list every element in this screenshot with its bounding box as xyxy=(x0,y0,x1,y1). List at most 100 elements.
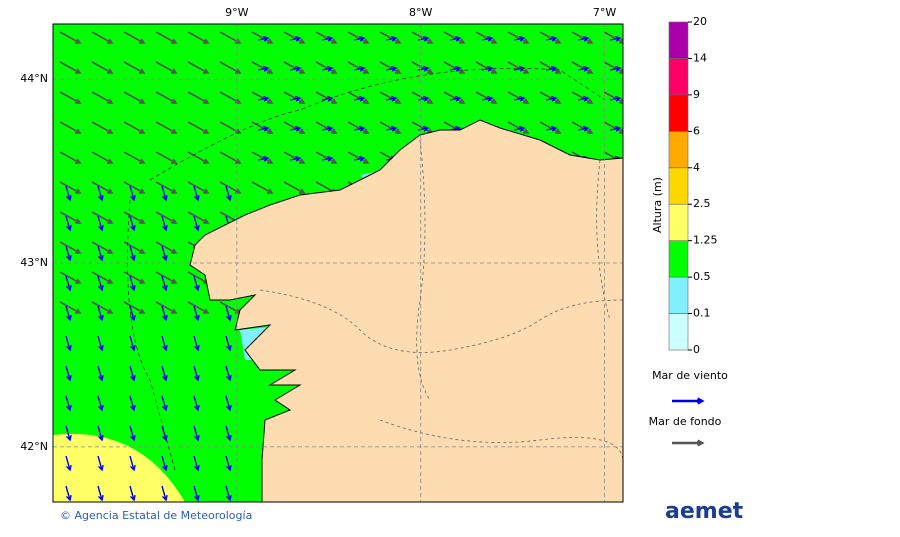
arrow xyxy=(577,125,590,132)
arrow xyxy=(417,125,430,132)
arrow xyxy=(225,185,232,202)
arrow xyxy=(251,91,274,104)
arrow xyxy=(193,395,200,412)
arrow xyxy=(539,91,562,104)
arrow xyxy=(379,31,402,44)
colorbar-bin xyxy=(668,94,689,132)
arrow xyxy=(321,35,334,42)
arrow xyxy=(59,151,82,164)
arrow xyxy=(315,31,338,44)
arrow xyxy=(257,35,270,42)
arrow xyxy=(193,485,200,502)
arrow xyxy=(65,455,72,472)
arrow xyxy=(129,275,136,292)
arrow xyxy=(91,151,114,164)
arrow xyxy=(193,365,200,382)
arrow xyxy=(507,91,530,104)
arrow xyxy=(161,305,168,322)
arrow xyxy=(97,185,104,202)
arrow xyxy=(129,485,136,502)
arrow xyxy=(123,61,146,74)
arrow xyxy=(417,35,430,42)
arrow xyxy=(289,125,302,132)
arrow xyxy=(225,485,232,502)
arrow xyxy=(155,211,178,224)
arrow xyxy=(321,125,334,132)
arrow xyxy=(353,125,366,132)
arrow xyxy=(161,455,168,472)
arrow xyxy=(603,31,623,44)
arrow xyxy=(283,31,306,44)
arrow xyxy=(59,61,82,74)
arrow xyxy=(603,61,623,74)
arrow xyxy=(65,245,72,262)
arrow xyxy=(65,485,72,502)
arrow xyxy=(507,121,530,134)
arrow xyxy=(59,91,82,104)
arrow xyxy=(545,95,558,102)
arrow xyxy=(161,365,168,382)
arrow xyxy=(321,155,334,162)
arrow xyxy=(155,61,178,74)
land xyxy=(189,119,623,502)
arrow xyxy=(123,211,146,224)
arrow xyxy=(609,65,622,72)
arrow xyxy=(672,439,705,447)
arrow xyxy=(411,91,434,104)
arrow xyxy=(443,31,466,44)
arrow xyxy=(545,65,558,72)
colorbar-bin xyxy=(668,167,689,205)
colorbar-label: 9 xyxy=(693,88,700,101)
arrow xyxy=(609,125,622,132)
arrow xyxy=(379,61,402,74)
arrow xyxy=(289,65,302,72)
lon-tick-label: 9°W xyxy=(225,6,248,19)
arrow xyxy=(289,155,302,162)
arrow xyxy=(385,65,398,72)
arrow xyxy=(251,61,274,74)
arrow xyxy=(65,185,72,202)
arrow xyxy=(187,181,210,194)
colorbar-label: 14 xyxy=(693,51,707,64)
arrow xyxy=(59,271,82,284)
arrow xyxy=(193,215,200,232)
arrow xyxy=(251,121,274,134)
arrow xyxy=(609,95,622,102)
arrow xyxy=(289,95,302,102)
arrow xyxy=(97,365,104,382)
arrow xyxy=(97,485,104,502)
graticule xyxy=(53,24,623,502)
arrow xyxy=(603,121,623,134)
yellow-zone xyxy=(53,433,185,502)
arrow xyxy=(129,455,136,472)
arrow xyxy=(123,301,146,314)
arrow xyxy=(417,95,430,102)
arrow xyxy=(155,121,178,134)
colorbar-bin xyxy=(668,313,689,351)
arrow xyxy=(539,121,562,134)
arrow xyxy=(65,425,72,442)
arrow xyxy=(315,91,338,104)
arrow xyxy=(97,455,104,472)
arrow xyxy=(187,31,210,44)
arrow xyxy=(577,35,590,42)
arrow xyxy=(91,241,114,254)
arrow xyxy=(225,455,232,472)
arrow xyxy=(225,305,232,322)
arrow xyxy=(545,35,558,42)
arrow xyxy=(91,121,114,134)
arrow xyxy=(219,61,242,74)
arrow xyxy=(129,335,136,352)
lon-tick-label: 7°W xyxy=(593,6,616,19)
colorbar-bin xyxy=(668,58,689,96)
arrow xyxy=(251,181,274,194)
map-frame xyxy=(52,23,624,503)
lat-tick-label: 44°N xyxy=(20,72,48,85)
arrow xyxy=(193,305,200,322)
arrow xyxy=(571,121,594,134)
arrow xyxy=(59,241,82,254)
arrow xyxy=(161,425,168,442)
lon-tick-label: 8°W xyxy=(409,6,432,19)
arrow xyxy=(513,125,526,132)
